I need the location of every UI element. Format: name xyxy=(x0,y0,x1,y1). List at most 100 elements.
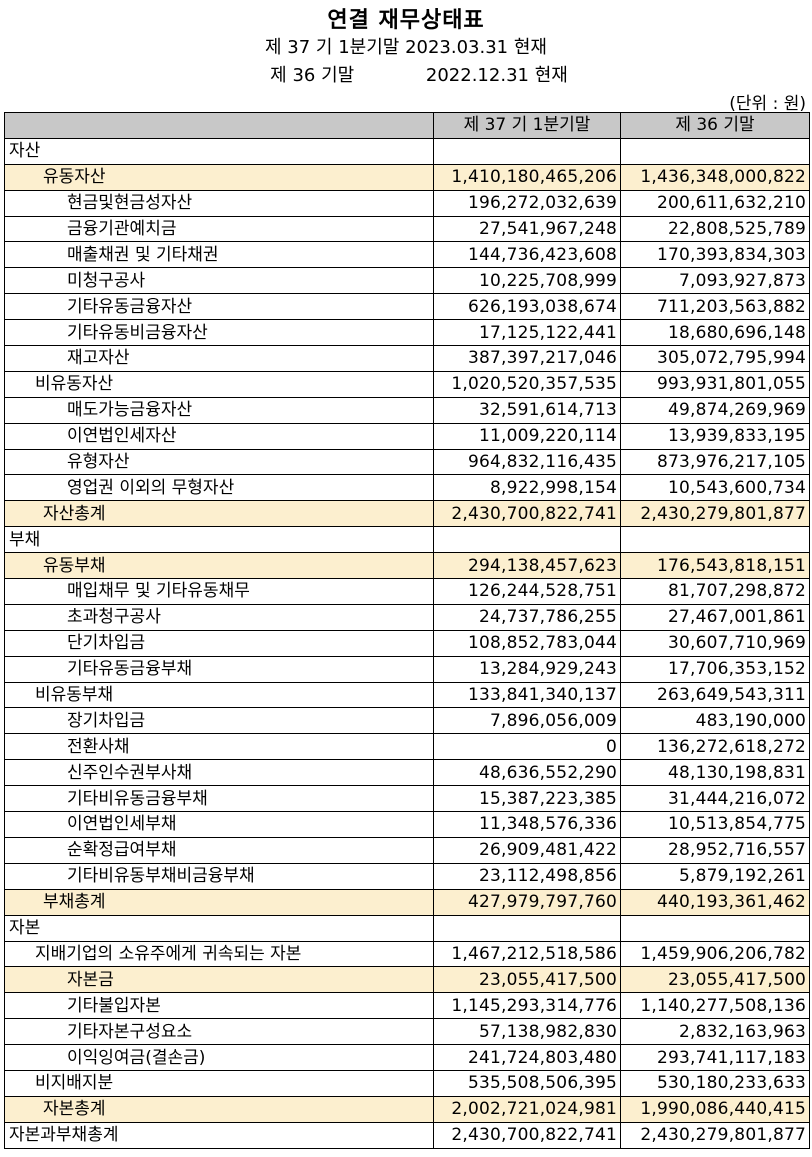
table-row: 자산 xyxy=(4,137,810,165)
account-label: 장기차입금 xyxy=(4,707,434,735)
table-row: 기타유동금융자산 626,193,038,674 711,203,563,882 xyxy=(4,293,810,321)
prior-period-value: 28,952,716,557 xyxy=(620,836,810,864)
prior-period-value: 81,707,298,872 xyxy=(620,578,810,605)
table-row: 지배기업의 소유주에게 귀속되는 자본 1,467,212,518,586 1,45… xyxy=(4,940,810,968)
current-period-value: 32,591,614,713 xyxy=(433,396,621,424)
table-row: 매입채무 및 기타유동채무 126,244,528,751 81,707,298,8… xyxy=(4,578,810,605)
table-row: 금융기관예치금 27,541,967,248 22,808,525,789 xyxy=(4,215,810,243)
current-period-value: 1,410,180,465,206 xyxy=(433,163,621,191)
prior-period-value: 23,055,417,500 xyxy=(620,966,810,994)
current-period-value: 26,909,481,422 xyxy=(433,836,621,864)
current-period-value: 0 xyxy=(433,733,621,761)
table-header-row: 제 37 기 1분기말 제 36 기말 xyxy=(4,112,810,139)
table-row: 미청구공사 10,225,708,999 7,093,927,873 xyxy=(4,267,810,295)
account-label: 이연법인세부채 xyxy=(4,811,434,838)
current-period-value xyxy=(433,137,621,165)
current-period-value: 2,002,721,024,981 xyxy=(433,1095,621,1123)
table-row: 비지배지분 535,508,506,395 530,180,233,633 xyxy=(4,1069,810,1097)
account-label: 금융기관예치금 xyxy=(4,215,434,243)
prior-period-value: 136,272,618,272 xyxy=(620,733,810,761)
table-row: 비유동부채 133,841,340,137 263,649,543,311 xyxy=(4,681,810,709)
current-period-value: 196,272,032,639 xyxy=(433,189,621,217)
table-row: 기타유동금융부채 13,284,929,243 17,706,353,152 xyxy=(4,655,810,683)
table-row: 자본 xyxy=(4,914,810,942)
account-label: 비유동부채 xyxy=(4,681,434,709)
account-label: 지배기업의 소유주에게 귀속되는 자본 xyxy=(4,940,434,968)
table-row: 기타자본구성요소 57,138,982,830 2,832,163,963 xyxy=(4,1018,810,1046)
table-row: 유동부채 294,138,457,623 176,543,818,151 xyxy=(4,552,810,580)
prior-period-value: 30,607,710,969 xyxy=(620,629,810,657)
current-period-value: 387,397,217,046 xyxy=(433,345,621,372)
account-label: 유동부채 xyxy=(4,552,434,580)
account-label: 기타불입자본 xyxy=(4,992,434,1020)
current-period-value: 15,387,223,385 xyxy=(433,785,621,813)
account-label: 재고자산 xyxy=(4,345,434,372)
prior-period-value: 200,611,632,210 xyxy=(620,189,810,217)
prior-period-value: 483,190,000 xyxy=(620,707,810,735)
table-row: 재고자산 387,397,217,046 305,072,795,994 xyxy=(4,345,810,372)
prior-period-value: 530,180,233,633 xyxy=(620,1069,810,1097)
account-label: 기타자본구성요소 xyxy=(4,1018,434,1046)
prior-period-value: 440,193,361,462 xyxy=(620,888,810,916)
current-period-value: 57,138,982,830 xyxy=(433,1018,621,1046)
prior-period-label: 제 36 기말 xyxy=(270,65,355,86)
table-row: 이연법인세부채 11,348,576,336 10,513,854,775 xyxy=(4,811,810,838)
table-row: 기타불입자본 1,145,293,314,776 1,140,277,508,136 xyxy=(4,992,810,1020)
prior-period-value: 2,430,279,801,877 xyxy=(620,1121,810,1149)
account-label: 초과청구공사 xyxy=(4,603,434,631)
prior-period-value: 17,706,353,152 xyxy=(620,655,810,683)
table-row: 현금및현금성자산 196,272,032,639 200,611,632,210 xyxy=(4,189,810,217)
table-row: 기타유동비금융자산 17,125,122,441 18,680,696,148 xyxy=(4,319,810,347)
header-prior-period: 제 36 기말 xyxy=(620,112,810,139)
account-label: 이익잉여금(결손금) xyxy=(4,1044,434,1071)
current-period-value: 133,841,340,137 xyxy=(433,681,621,709)
current-period-value xyxy=(433,526,621,554)
prior-period-value: 7,093,927,873 xyxy=(620,267,810,295)
table-row: 장기차입금 7,896,056,009 483,190,000 xyxy=(4,707,810,735)
table-row: 부채총계 427,979,797,760 440,193,361,462 xyxy=(4,888,810,916)
prior-period-value: 1,990,086,440,415 xyxy=(620,1095,810,1123)
table-row: 매도가능금융자산 32,591,614,713 49,874,269,969 xyxy=(4,396,810,424)
account-label: 유형자산 xyxy=(4,448,434,476)
current-period-value: 126,244,528,751 xyxy=(433,578,621,605)
account-label: 부채 xyxy=(4,526,434,554)
table-row: 자본과부채총계 2,430,700,822,741 2,430,279,801,87… xyxy=(4,1121,810,1149)
prior-period-value xyxy=(620,137,810,165)
table-row: 신주인수권부사채 48,636,552,290 48,130,198,831 xyxy=(4,759,810,787)
prior-period-value xyxy=(620,526,810,554)
prior-period-value: 31,444,216,072 xyxy=(620,785,810,813)
prior-period-value: 2,430,279,801,877 xyxy=(620,500,810,528)
current-period-line: 제 37 기 1분기말 2023.03.31 현재 xyxy=(0,33,812,59)
prior-period-value: 22,808,525,789 xyxy=(620,215,810,243)
prior-period-value: 5,879,192,261 xyxy=(620,862,810,890)
account-label: 기타유동비금융자산 xyxy=(4,319,434,347)
unit-label: (단위 : 원) xyxy=(729,94,806,114)
table-row: 이연법인세자산 11,009,220,114 13,939,833,195 xyxy=(4,422,810,450)
prior-period-value: 263,649,543,311 xyxy=(620,681,810,709)
current-period-value: 1,467,212,518,586 xyxy=(433,940,621,968)
account-label: 부채총계 xyxy=(4,888,434,916)
header-account xyxy=(4,112,434,139)
current-period-value: 13,284,929,243 xyxy=(433,655,621,683)
table-row: 초과청구공사 24,737,786,255 27,467,001,861 xyxy=(4,603,810,631)
current-period-value: 144,736,423,608 xyxy=(433,241,621,269)
table-row: 부채 xyxy=(4,526,810,554)
table-row: 매출채권 및 기타채권 144,736,423,608 170,393,834,30… xyxy=(4,241,810,269)
table-row: 유동자산 1,410,180,465,206 1,436,348,000,822 xyxy=(4,163,810,191)
table-row: 순확정급여부채 26,909,481,422 28,952,716,557 xyxy=(4,836,810,864)
account-label: 자본금 xyxy=(4,966,434,994)
table-row: 자산총계 2,430,700,822,741 2,430,279,801,877 xyxy=(4,500,810,528)
table-row: 단기차입금 108,852,783,044 30,607,710,969 xyxy=(4,629,810,657)
account-label: 매출채권 및 기타채권 xyxy=(4,241,434,269)
prior-period-value: 993,931,801,055 xyxy=(620,370,810,398)
current-period-value: 10,225,708,999 xyxy=(433,267,621,295)
current-period-value: 48,636,552,290 xyxy=(433,759,621,787)
current-period-value: 8,922,998,154 xyxy=(433,474,621,502)
account-label: 순확정급여부채 xyxy=(4,836,434,864)
current-period-value: 108,852,783,044 xyxy=(433,629,621,657)
current-period-value: 2,430,700,822,741 xyxy=(433,500,621,528)
account-label: 자본과부채총계 xyxy=(4,1121,434,1149)
prior-period-value: 18,680,696,148 xyxy=(620,319,810,347)
current-period-value: 7,896,056,009 xyxy=(433,707,621,735)
table-row: 기타비유동금융부채 15,387,223,385 31,444,216,072 xyxy=(4,785,810,813)
